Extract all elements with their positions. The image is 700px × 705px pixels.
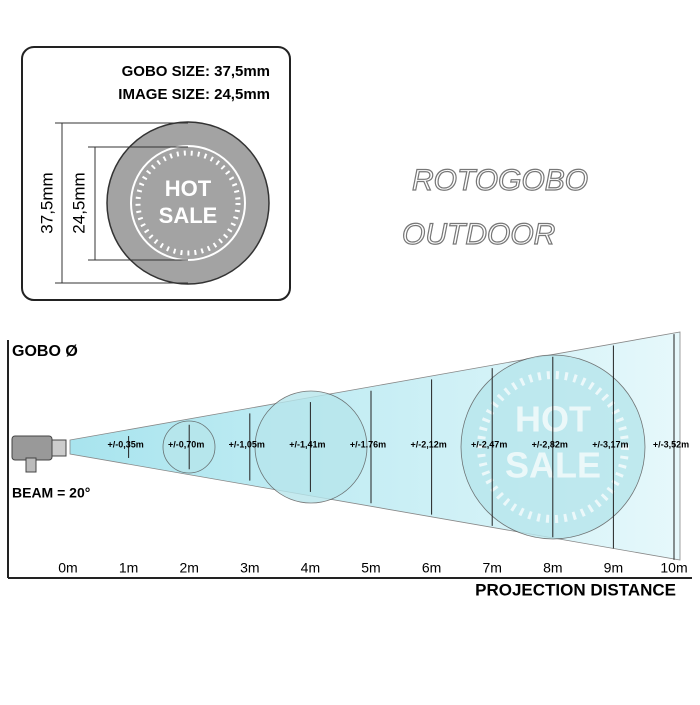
y-label: GOBO Ø — [12, 343, 78, 360]
projector-icon — [11, 435, 67, 473]
diameter-label: +/-1.76m — [350, 439, 386, 449]
distance-label: 10m — [660, 560, 687, 576]
diameter-label: +/-3,17m — [592, 439, 628, 449]
distance-label: 8m — [543, 560, 562, 576]
dimension-lines — [55, 122, 188, 284]
diameter-label: +/-2,82m — [532, 439, 568, 449]
projection-circle — [254, 390, 368, 504]
diameter-label: +/-1,05m — [229, 439, 265, 449]
diameter-label: +/-0,35m — [107, 439, 143, 449]
distance-label: 4m — [301, 560, 320, 576]
inner-dimension: 24,5mm — [69, 172, 88, 233]
diameter-label: +/-0,70m — [168, 439, 204, 449]
title: ROTOGOBO — [412, 164, 588, 197]
diameter-label: +/-2,47m — [471, 439, 507, 449]
distance-label: 0m — [58, 560, 77, 576]
distance-label: 5m — [361, 560, 380, 576]
title: OUTDOOR — [402, 218, 555, 251]
diameter-label: +/-2,12m — [410, 439, 446, 449]
distance-label: 2m — [179, 560, 198, 576]
gobo-text: HOT — [165, 176, 212, 201]
x-label: PROJECTION DISTANCE — [475, 580, 676, 599]
distance-label: 9m — [604, 560, 623, 576]
outer-dimension: 37,5mm — [37, 172, 56, 233]
beam-label: BEAM = 20° — [12, 485, 90, 501]
distance-label: 6m — [422, 560, 441, 576]
distance-label: 7m — [482, 560, 501, 576]
diameter-label: +/-3,52m — [653, 439, 689, 449]
gobo-size: GOBO SIZE: 37,5mm — [122, 63, 270, 80]
distance-label: 1m — [119, 560, 138, 576]
star-ring — [135, 150, 241, 256]
distance-label: 3m — [240, 560, 259, 576]
star-ring — [477, 371, 629, 523]
diameter-label: +/-1,41m — [289, 439, 325, 449]
image-size: IMAGE SIZE: 24,5mm — [118, 86, 270, 103]
gobo-text: SALE — [159, 203, 218, 228]
